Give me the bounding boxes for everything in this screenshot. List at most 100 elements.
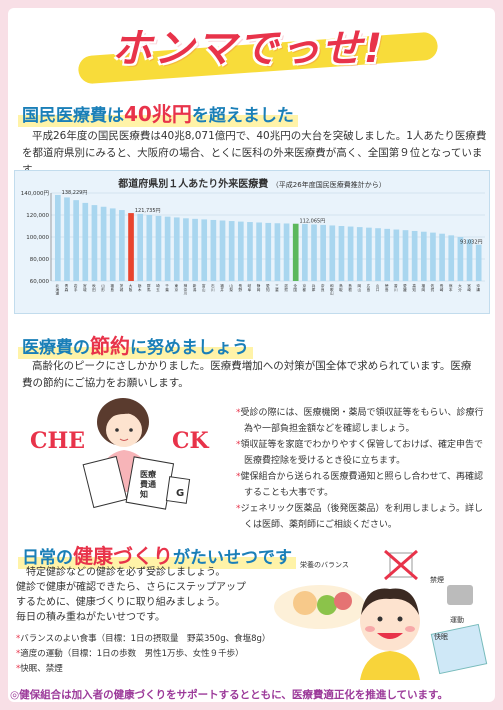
section2-text: 高齢化のピークにさしかかりました。医療費増加への対策が国全体で求められています。… xyxy=(22,358,492,392)
x-tick-label: 東京 xyxy=(174,283,179,292)
bullet-text: 適度の運動（目標：1日の歩数 男性1万歩、女性９千歩） xyxy=(20,649,244,659)
section2-title-post: に努めましょう xyxy=(130,338,249,358)
section3-line: 毎日の積み重ねがたいせつです。 xyxy=(16,612,165,623)
bar xyxy=(384,228,391,281)
bar xyxy=(164,216,171,281)
x-tick-label: 富山 xyxy=(201,283,206,292)
label-sleep: 快眠 xyxy=(434,633,448,641)
chart-panel: 都道府県別１人あたり外来医療費 （平成26年度国民医療費推計から） 140,00… xyxy=(14,170,490,314)
bullet-line: 受診の際には、医療機関・薬局で領収証等をもらい、診療行 xyxy=(240,408,484,418)
section2-bullet: *領収証等を家庭でわかりやすく保管しておけば、確定申告で 医療費控除を受けるとき役… xyxy=(236,440,483,466)
bullet-text: バランスのよい食事（目標：1日の摂取量 野菜350g、食塩8g） xyxy=(20,634,271,644)
check-right-text: CK xyxy=(172,428,209,454)
footer-note: ◎健保組合は加入者の健康づくりをサポートするとともに、医療費適正化を推進していま… xyxy=(10,689,448,701)
bar xyxy=(128,213,134,281)
x-tick-label: 高知 xyxy=(411,283,416,292)
data-label: 112,065円 xyxy=(300,219,326,225)
bar xyxy=(356,227,363,281)
x-tick-label: 新潟 xyxy=(192,283,197,292)
x-tick-label: 福島 xyxy=(110,283,115,292)
bullet-line: 為や一部負担金額などを確認しましょう。 xyxy=(244,424,415,434)
y-tick-label: 120,000 xyxy=(26,213,49,219)
x-tick-label: 滋賀 xyxy=(283,283,288,292)
x-tick-label: 熊本 xyxy=(448,283,453,292)
section3-title-pre: 日常の xyxy=(22,548,73,568)
section2-title-emphasis: 節約 xyxy=(90,334,130,358)
bar xyxy=(219,220,226,281)
bullet-line: ジェネリック医薬品（後発医薬品）を利用しましょう。詳し xyxy=(240,504,483,514)
bar xyxy=(137,213,144,281)
x-tick-label: 島根 xyxy=(347,283,352,292)
banner: ホンマでっせ! xyxy=(48,16,448,85)
healthy-boy-illustration xyxy=(274,549,488,680)
x-tick-label: 大阪 xyxy=(128,283,133,292)
bar xyxy=(329,225,336,281)
bar xyxy=(146,215,153,281)
bar xyxy=(237,221,244,281)
bar xyxy=(420,231,427,281)
bar xyxy=(274,223,281,281)
section1-title: 国民医療費は40兆円を超えました xyxy=(18,98,298,127)
bar xyxy=(466,239,473,281)
section2-bullet: *ジェネリック医薬品（後発医薬品）を利用しましょう。詳し くは医師、薬剤師にご相談… xyxy=(236,504,483,530)
x-tick-label: 北海道 xyxy=(55,283,60,295)
chart-title: 都道府県別１人あたり外来医療費 xyxy=(118,179,269,190)
bar xyxy=(448,235,455,281)
bar xyxy=(411,230,418,281)
bar xyxy=(210,219,217,281)
x-tick-label: 奈良 xyxy=(320,283,325,292)
bullet-line: 領収証等を家庭でわかりやすく保管しておけば、確定申告で xyxy=(240,440,483,450)
bullet-text: 快眠、禁煙 xyxy=(20,664,63,674)
x-tick-label: 愛知 xyxy=(265,283,270,292)
bar xyxy=(192,218,198,281)
section1-text: 平成26年度の国民医療費は40兆8,071億円で、40兆円の大台を突破しました。… xyxy=(22,128,492,179)
bar xyxy=(311,224,317,281)
x-tick-label: 鳥取 xyxy=(338,283,343,292)
x-tick-label: 沖縄 xyxy=(475,283,480,292)
banner-title: ホンマでっせ! xyxy=(111,26,385,72)
y-tick-label: 80,000 xyxy=(30,257,50,263)
label-balance: 栄養のバランス xyxy=(300,561,349,569)
section1-title-pre: 国民医療費は xyxy=(22,106,124,126)
section3-title-emphasis: 健康づくり xyxy=(73,544,173,568)
data-label: 121,735円 xyxy=(135,208,161,214)
x-tick-label: 三重 xyxy=(274,284,279,292)
x-tick-label: 群馬 xyxy=(146,283,151,292)
bar xyxy=(256,222,262,281)
woman-checking-illustration xyxy=(82,398,191,510)
bar xyxy=(375,228,381,281)
bullet-line: 医療費控除を受けるとき役に立ちます。 xyxy=(244,456,406,466)
x-tick-label: 秋田 xyxy=(91,283,96,292)
paper-label: 医療費通知 xyxy=(140,470,156,499)
bar xyxy=(73,200,79,281)
check-left-text: CHE xyxy=(30,428,86,454)
x-tick-label: 山口 xyxy=(375,283,380,292)
bullet-line: することも大事です。 xyxy=(244,488,334,498)
bar xyxy=(155,215,162,281)
bullet-line: 健保組合から送られる医療費通知と照らし合わせて、再確認 xyxy=(240,472,484,482)
y-tick-label: 140,000円 xyxy=(21,190,50,197)
section3-bullet: *快眠、禁煙 xyxy=(16,664,63,674)
section3-bullets: *バランスのよい食事（目標：1日の摂取量 野菜350g、食塩8g） *適度の運動… xyxy=(16,632,316,677)
section2-bullets: *受診の際には、医療機関・薬局で領収証等をもらい、診療行 為や一部負担金額などを確… xyxy=(236,405,490,533)
bar xyxy=(228,221,235,281)
bar xyxy=(183,218,189,281)
x-tick-label: 香川 xyxy=(393,283,398,292)
x-tick-label: 長野 xyxy=(238,283,243,292)
y-tick-label: 60,000 xyxy=(30,279,50,285)
section1-title-post: を超えました xyxy=(191,106,294,126)
x-tick-label: 石川 xyxy=(210,284,215,292)
x-tick-label: 福岡 xyxy=(421,283,426,292)
section3-title: 日常の健康づくりがたいせつです xyxy=(18,540,296,569)
bar xyxy=(55,194,61,281)
bar xyxy=(100,206,107,281)
bar xyxy=(119,210,125,281)
bar xyxy=(82,202,89,281)
x-tick-label: 全国 xyxy=(293,283,298,292)
x-tick-label: 岐阜 xyxy=(247,283,252,292)
x-tick-label: 千葉 xyxy=(164,283,169,292)
bar xyxy=(347,226,354,281)
x-tick-label: 神奈川 xyxy=(183,283,188,295)
x-tick-label: 佐賀 xyxy=(430,283,435,292)
x-tick-label: 大分 xyxy=(457,283,462,292)
